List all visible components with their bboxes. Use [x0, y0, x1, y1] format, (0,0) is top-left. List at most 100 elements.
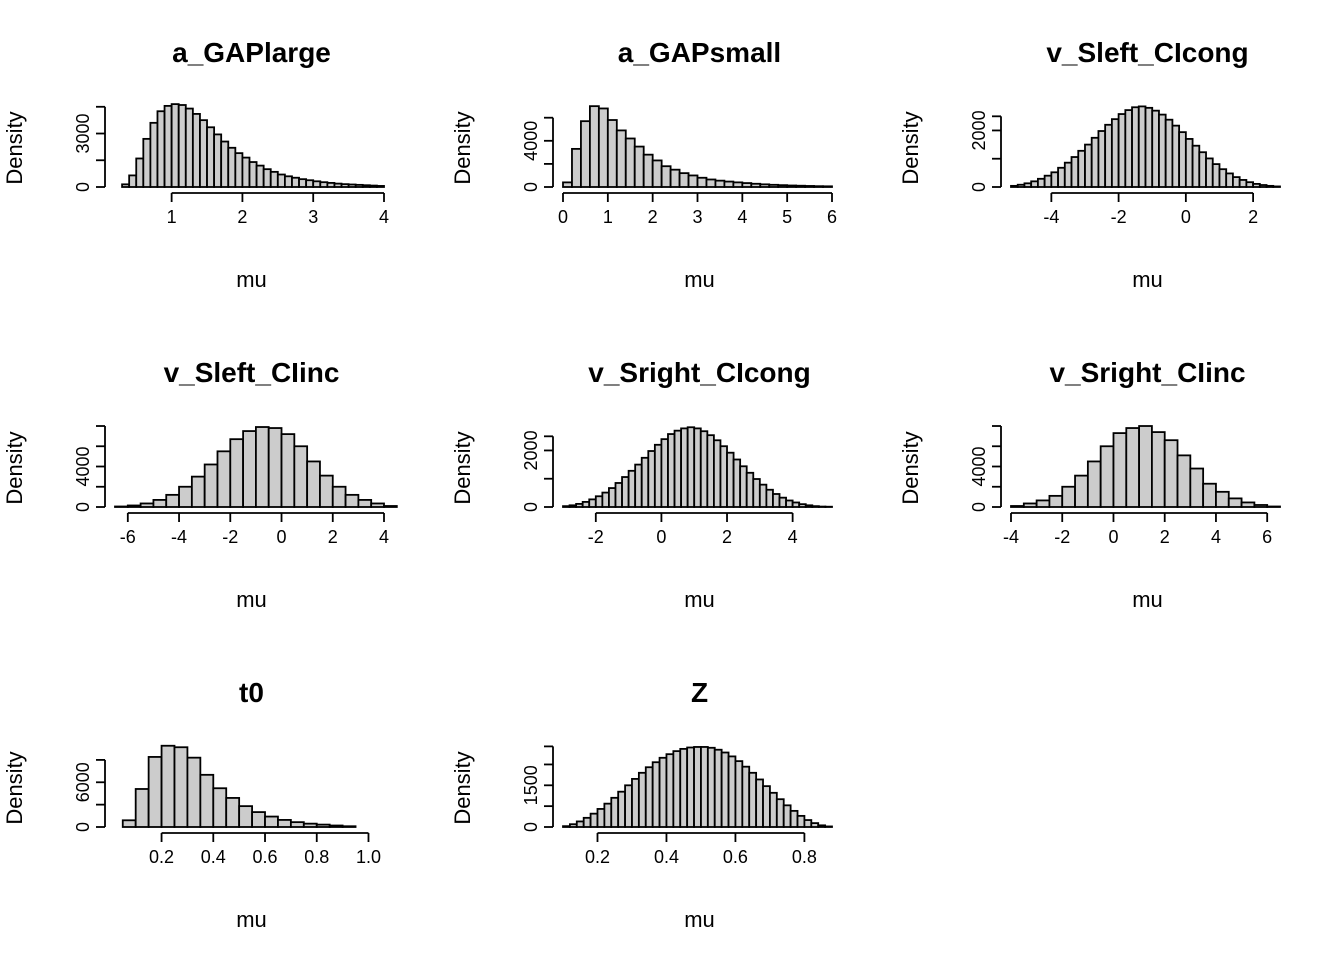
- histogram-bar: [745, 471, 755, 508]
- histogram-bar: [1176, 454, 1192, 508]
- histogram-bar: [700, 746, 709, 828]
- histogram-bar: [813, 185, 824, 188]
- histogram-bar: [1010, 184, 1019, 188]
- histogram-bar: [121, 183, 131, 188]
- histogram-bar: [1063, 161, 1073, 188]
- histogram-bar: [569, 823, 578, 828]
- histogram-bar: [795, 184, 807, 188]
- histogram-bar: [804, 504, 814, 508]
- x-tick-label: 0.8: [792, 847, 817, 867]
- histogram-bar: [368, 184, 378, 188]
- y-tick-label: 6000: [73, 762, 93, 802]
- histogram-bar: [1184, 138, 1194, 188]
- histogram-bar: [1158, 113, 1167, 188]
- histogram-bar: [269, 170, 279, 188]
- histogram-bar: [644, 766, 654, 828]
- x-tick-label: 0: [277, 527, 287, 547]
- histogram-bar: [1266, 505, 1281, 508]
- histogram-bar: [714, 179, 726, 188]
- histogram-bar: [575, 502, 584, 508]
- histogram-bar: [1191, 144, 1201, 188]
- histogram-bar: [741, 182, 753, 188]
- histogram-bar: [361, 184, 371, 188]
- x-tick-label: 2: [1248, 207, 1258, 227]
- histogram-bar: [1050, 171, 1059, 188]
- y-tick-label: 2000: [969, 110, 989, 150]
- histogram-bar: [227, 146, 237, 188]
- y-axis-label: Density: [450, 431, 475, 504]
- x-tick-label: 6: [1262, 527, 1272, 547]
- x-axis-label: mu: [684, 267, 715, 292]
- histogram-bar: [163, 104, 173, 188]
- histogram-bar: [762, 785, 771, 828]
- histogram-bar: [624, 137, 636, 188]
- histogram-bar: [114, 505, 129, 508]
- histogram-bar: [678, 172, 690, 188]
- histogram-bar: [631, 778, 640, 828]
- histogram-bar: [727, 755, 737, 828]
- histogram-bar: [1086, 460, 1102, 508]
- histogram-bar: [147, 756, 163, 828]
- x-tick-label: 0: [558, 207, 568, 227]
- histogram-bar: [621, 476, 630, 508]
- histogram-bar: [177, 104, 187, 188]
- panel-title: t0: [239, 677, 264, 708]
- histogram-bar: [1150, 431, 1166, 508]
- x-tick-label: -6: [120, 527, 136, 547]
- histogram-bar: [277, 819, 292, 828]
- histogram-bar: [1164, 118, 1174, 188]
- histogram-bar: [673, 429, 682, 508]
- histogram-bar: [156, 110, 166, 188]
- histogram-bar: [340, 183, 350, 188]
- histogram-bar: [624, 784, 633, 828]
- histogram-bar: [669, 168, 681, 188]
- x-tick-label: 4: [1211, 527, 1221, 547]
- y-tick-label: 0: [521, 822, 541, 832]
- x-tick-label: 4: [788, 527, 798, 547]
- x-tick-label: 0: [1181, 207, 1191, 227]
- histogram-bar: [149, 121, 159, 188]
- histogram-bar: [785, 499, 794, 508]
- histogram-bar: [719, 445, 728, 508]
- histogram-bar: [755, 778, 764, 828]
- histogram-bar: [142, 137, 152, 188]
- y-axis-label: Density: [2, 751, 27, 824]
- histogram-bar: [768, 183, 780, 188]
- histogram-bar: [241, 156, 251, 188]
- histogram-bar: [672, 750, 682, 828]
- panel-title: v_Sleft_CIinc: [164, 357, 340, 388]
- histogram-bar: [1125, 427, 1140, 508]
- x-tick-label: 0.8: [304, 847, 329, 867]
- histogram-bar: [803, 819, 813, 828]
- x-tick-label: 2: [648, 207, 658, 227]
- histogram-bar: [160, 744, 176, 828]
- histogram-bar: [216, 450, 232, 508]
- histogram-bar: [1232, 176, 1241, 188]
- x-tick-label: 0.6: [723, 847, 748, 867]
- x-tick-label: -4: [1043, 207, 1059, 227]
- y-tick-label: 4000: [969, 446, 989, 486]
- histogram-bar: [1144, 106, 1154, 188]
- histogram-bar: [1097, 130, 1107, 188]
- x-axis-label: mu: [684, 587, 715, 612]
- histogram-bar: [634, 463, 643, 508]
- histogram-bar: [1070, 156, 1080, 188]
- histogram-bar: [562, 825, 571, 828]
- histogram-bar: [786, 184, 798, 188]
- x-tick-label: 3: [692, 207, 702, 227]
- histogram-bar: [758, 483, 768, 508]
- x-tick-label: 2: [237, 207, 247, 227]
- histogram-bar: [354, 183, 364, 188]
- histogram-bar: [173, 746, 189, 828]
- histogram-bar: [370, 502, 385, 508]
- histogram-bar: [262, 168, 272, 188]
- histogram-bar: [1211, 163, 1221, 188]
- histogram-bar: [199, 119, 208, 188]
- histogram-bar: [824, 825, 833, 828]
- histogram-bar: [1137, 105, 1147, 188]
- histogram-bar: [1245, 181, 1255, 188]
- histogram-bar: [1218, 168, 1228, 188]
